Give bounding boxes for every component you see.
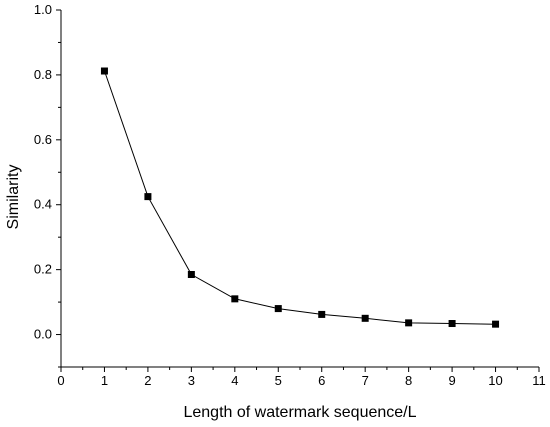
data-point-marker xyxy=(274,305,282,313)
y-tick-label: 0.8 xyxy=(34,67,52,82)
data-point-marker xyxy=(492,320,500,328)
y-tick-label: 0.6 xyxy=(34,132,52,147)
y-tick-label: 0.4 xyxy=(34,197,52,212)
x-tick-label: 3 xyxy=(188,373,195,388)
x-tick-label: 11 xyxy=(532,373,546,388)
x-tick-label: 9 xyxy=(448,373,455,388)
x-tick-label: 6 xyxy=(318,373,325,388)
x-tick-label: 7 xyxy=(362,373,369,388)
y-tick-label: 1.0 xyxy=(34,2,52,17)
x-tick-label: 4 xyxy=(231,373,238,388)
x-tick-label: 2 xyxy=(144,373,151,388)
data-point-marker xyxy=(231,295,239,303)
data-point-marker xyxy=(361,314,369,322)
data-series xyxy=(100,67,500,328)
x-tick-label: 10 xyxy=(488,373,502,388)
data-point-marker xyxy=(318,310,326,318)
x-axis-label: Length of watermark sequence/L xyxy=(183,404,416,421)
x-tick-label: 1 xyxy=(101,373,108,388)
y-axis-ticks: 0.0 0.2 0.4 0.6 0.8 1.0 xyxy=(34,2,61,368)
data-point-marker xyxy=(405,319,413,327)
y-tick-label: 0.2 xyxy=(34,262,52,277)
axes xyxy=(60,10,539,368)
y-tick-label: 0.0 xyxy=(34,327,52,342)
y-axis-label: Similarity xyxy=(5,165,22,230)
data-point-marker xyxy=(100,67,108,75)
x-tick-label: 0 xyxy=(57,373,64,388)
series-line xyxy=(104,70,496,325)
data-point-marker xyxy=(187,271,195,279)
x-axis-ticks: 0 1 2 3 4 5 6 7 8 9 10 11 xyxy=(57,367,546,388)
data-point-marker xyxy=(448,320,456,328)
x-tick-label: 8 xyxy=(405,373,412,388)
x-tick-label: 5 xyxy=(275,373,282,388)
data-point-marker xyxy=(144,193,152,201)
